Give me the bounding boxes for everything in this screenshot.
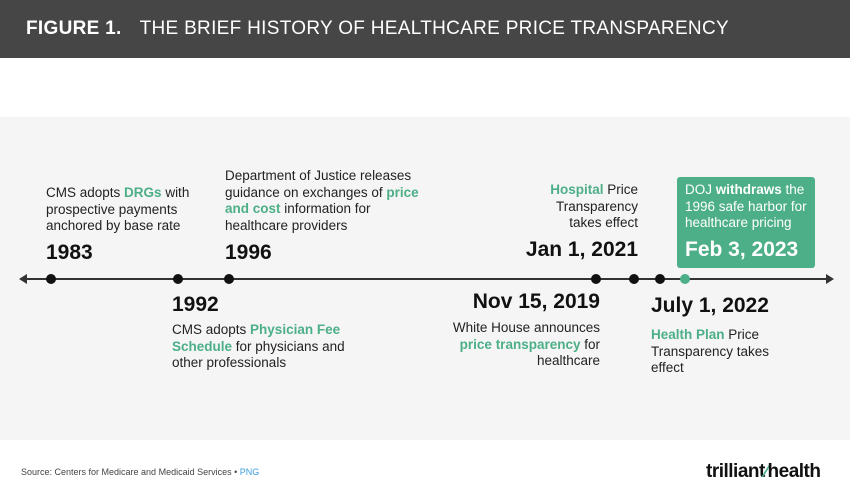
- trilliant-health-logo: trilliant⁄health: [706, 461, 821, 482]
- arrow-left-icon: [19, 274, 27, 284]
- event-date: 1992: [172, 293, 219, 316]
- figure-header: FIGURE 1. THE BRIEF HISTORY OF HEALTHCAR…: [0, 0, 850, 58]
- event-date: 1983: [46, 241, 93, 264]
- timeline-dot-1992: [173, 274, 183, 284]
- figure-title: THE BRIEF HISTORY OF HEALTHCARE PRICE TR…: [139, 18, 729, 39]
- event-date: 1996: [225, 241, 272, 264]
- event-date: July 1, 2022: [651, 294, 769, 317]
- event-description: Department of Justice releases guidance …: [225, 168, 419, 233]
- event-description: DOJ withdraws the 1996 safe harbor for h…: [685, 182, 807, 230]
- timeline-dot-2023: [680, 274, 690, 284]
- event-description: White House announces price transparency…: [452, 320, 600, 368]
- highlight-event-box: DOJ withdraws the 1996 safe harbor for h…: [677, 177, 815, 268]
- timeline-dot-1983: [46, 274, 56, 284]
- event-description: CMS adopts Physician Fee Schedule for ph…: [172, 322, 345, 370]
- timeline-dot-1996: [224, 274, 234, 284]
- png-link[interactable]: PNG: [239, 467, 260, 477]
- timeline-dot-2019: [591, 274, 601, 284]
- event-description: CMS adopts DRGs with prospective payment…: [46, 185, 190, 233]
- event-description: Hospital Price Transparency takes effect: [550, 182, 638, 230]
- event-date: Jan 1, 2021: [525, 238, 638, 261]
- timeline-axis: [24, 278, 828, 280]
- arrow-right-icon: [826, 274, 834, 284]
- timeline-dot-2021: [629, 274, 639, 284]
- source-text: Source: Centers for Medicare and Medicai…: [21, 467, 238, 477]
- event-description: Health Plan Price Transparency takes eff…: [651, 327, 770, 375]
- source-note: Source: Centers for Medicare and Medicai…: [21, 467, 259, 477]
- timeline-dot-2022: [655, 274, 665, 284]
- figure-label: FIGURE 1.: [26, 18, 122, 39]
- event-date: Nov 15, 2019: [472, 290, 600, 313]
- event-date: Feb 3, 2023: [685, 237, 799, 261]
